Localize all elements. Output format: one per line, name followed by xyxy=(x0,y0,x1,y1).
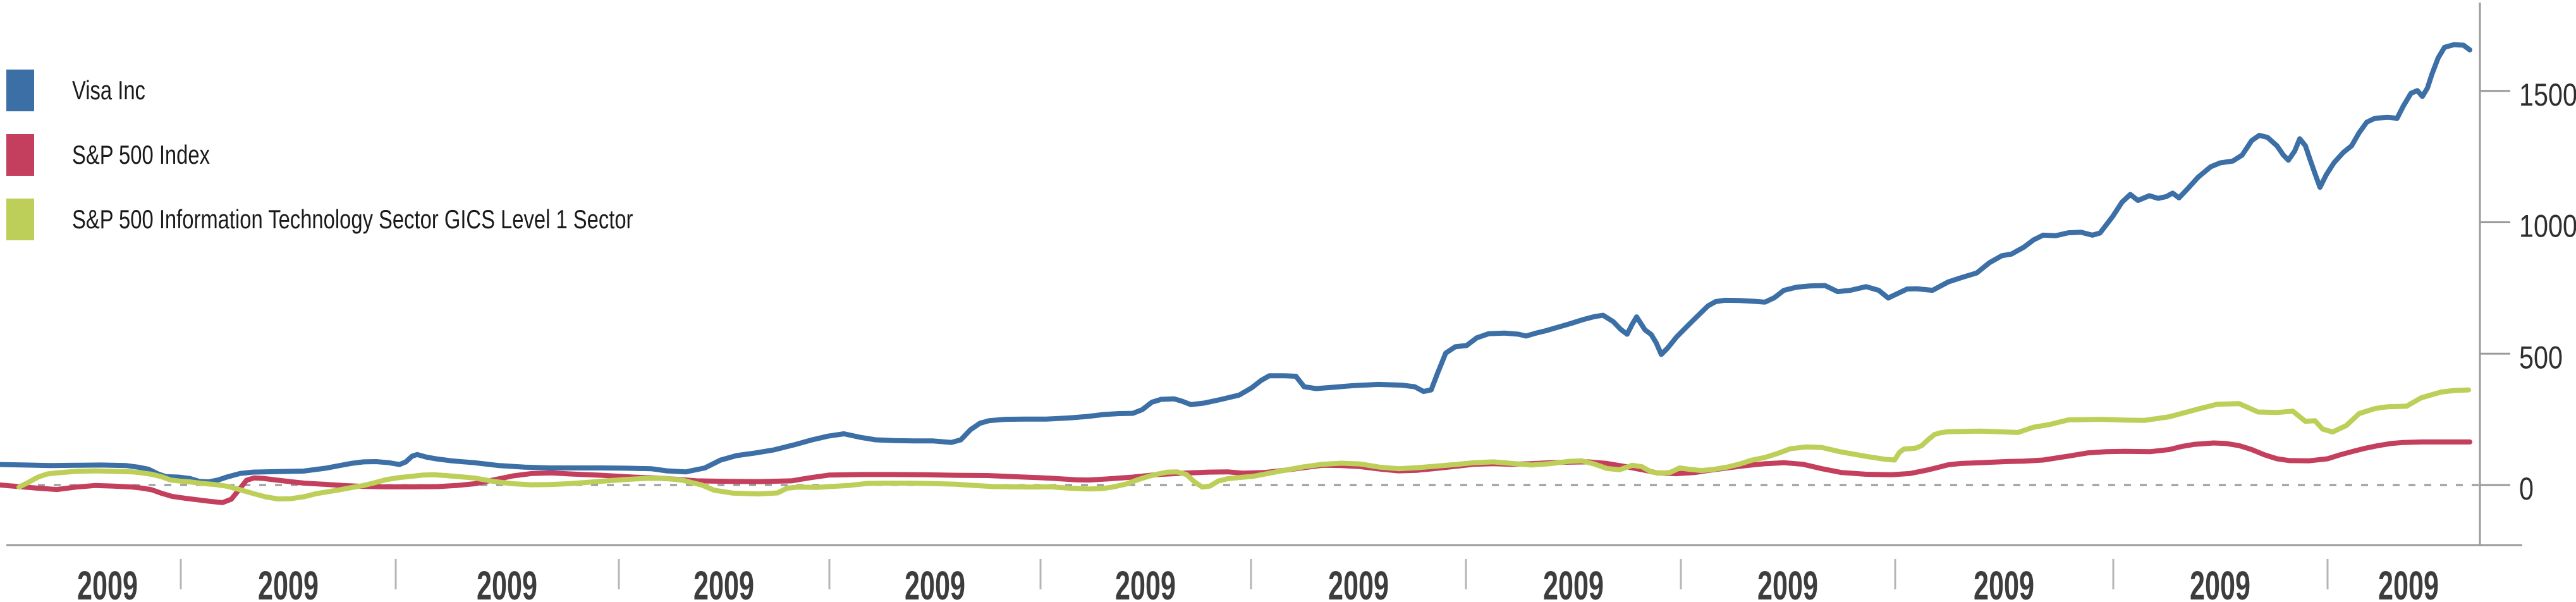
s-p-500-index-line xyxy=(0,439,2472,505)
legend-item-s-p-500-index: S&P 500 Index xyxy=(6,134,791,176)
visa-inc-line xyxy=(0,42,2472,484)
s-p-500-information-technology-sector-gics-level-1-sector-line xyxy=(16,387,2471,501)
y-axis-label: 1000 xyxy=(2519,209,2576,244)
y-axis-label: 0 xyxy=(2519,471,2534,507)
legend-swatch-icon xyxy=(6,199,34,240)
y-axis-label: 1500 xyxy=(2519,77,2576,113)
x-axis-label: 2009 xyxy=(258,563,319,602)
legend-label: Visa Inc xyxy=(72,75,145,105)
x-axis-label: 2009 xyxy=(905,563,965,602)
legend: Visa Inc S&P 500 Index S&P 500 Information… xyxy=(6,70,791,263)
x-axis-label: 2009 xyxy=(693,563,754,602)
x-axis-label: 2009 xyxy=(1543,563,1604,602)
x-axis-label: 2009 xyxy=(477,563,537,602)
x-axis-label: 2009 xyxy=(2378,563,2439,602)
x-axis-label: 2009 xyxy=(1115,563,1176,602)
legend-swatch-icon xyxy=(6,70,34,111)
legend-item-s-p-500-information-technology-sector-gics-level-1-sector: S&P 500 Information Technology Sector GI… xyxy=(6,199,791,240)
y-axis-label: 500 xyxy=(2519,340,2563,375)
legend-label: S&P 500 Information Technology Sector GI… xyxy=(72,204,633,234)
x-axis-label: 2009 xyxy=(1974,563,2034,602)
legend-swatch-icon xyxy=(6,134,34,176)
x-axis-label: 2009 xyxy=(77,563,138,602)
legend-item-visa-inc: Visa Inc xyxy=(6,70,791,111)
x-axis-label: 2009 xyxy=(1757,563,1818,602)
legend-label: S&P 500 Index xyxy=(72,140,210,169)
x-axis-label: 2009 xyxy=(2190,563,2250,602)
x-axis-label: 2009 xyxy=(1328,563,1389,602)
